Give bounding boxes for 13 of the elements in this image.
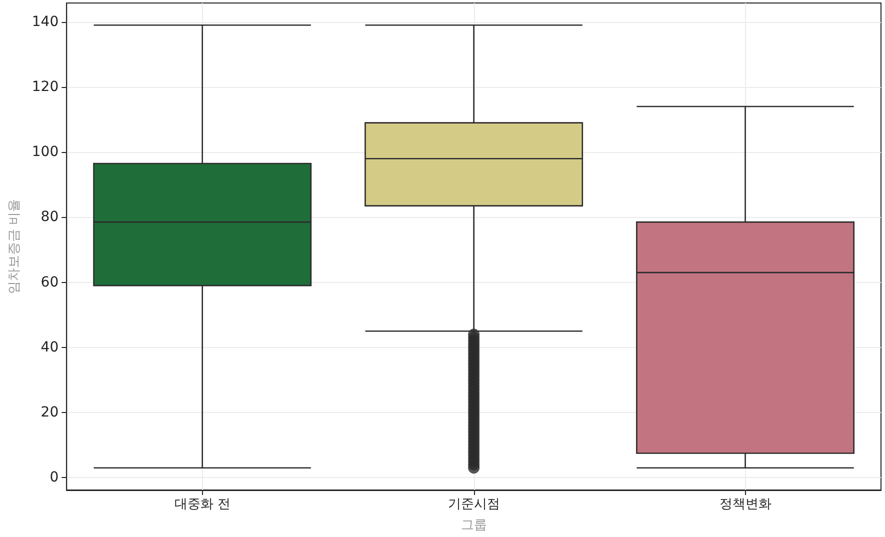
y-axis-title: 임차보증금 비율 bbox=[7, 198, 22, 294]
y-tick-label: 100 bbox=[32, 144, 59, 160]
y-tick-label: 0 bbox=[50, 470, 59, 486]
y-tick-label: 120 bbox=[32, 78, 59, 95]
y-tick-label: 20 bbox=[40, 404, 59, 421]
x-axis-title: 그룹 bbox=[460, 518, 487, 533]
y-tick-label: 60 bbox=[40, 274, 59, 290]
x-tick-label: 대중화 전 bbox=[174, 497, 230, 512]
x-tick-label: 기준시점 bbox=[448, 497, 500, 512]
y-tick-label: 80 bbox=[40, 209, 59, 226]
y-tick-label: 140 bbox=[32, 14, 59, 30]
x-tick-label: 정책변화 bbox=[719, 497, 772, 512]
y-tick-label: 40 bbox=[40, 339, 59, 356]
